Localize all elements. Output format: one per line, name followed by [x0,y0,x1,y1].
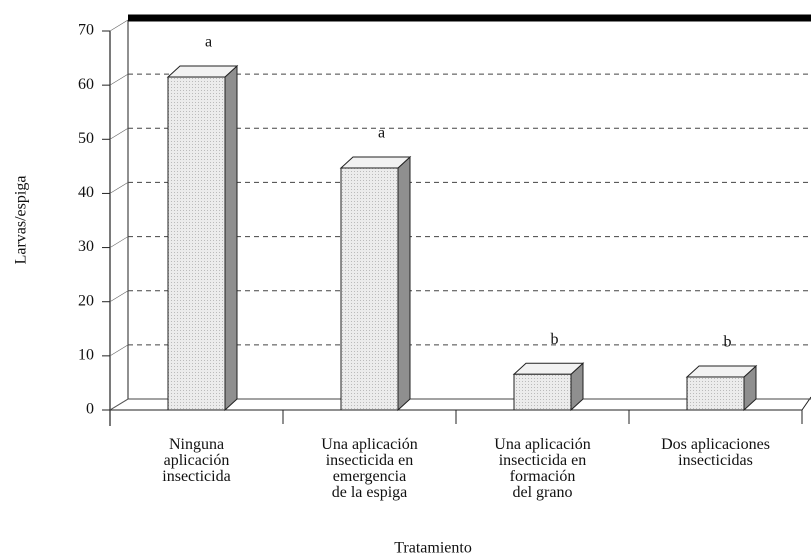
x-tick-line: emergencia [333,468,406,485]
bar-side [397,155,411,412]
back-tick [109,290,129,302]
x-tick-line: del grano [513,484,573,501]
bar-side [224,64,238,412]
y-tick-label: 60 [78,76,94,93]
back-tick [109,344,129,357]
x-axis-label: Tratamiento [394,540,472,557]
y-tick-label: 10 [78,347,94,364]
back-tick [109,236,129,248]
annotation: b [551,331,559,348]
bar-top [685,365,758,378]
back-tick [109,398,129,411]
x-tick-label: Dos aplicaciones insecticidas [661,436,770,469]
x-tick-line: insecticida en [326,452,414,469]
y-tick-label: 30 [78,238,94,255]
x-tick-line: aplicación [164,452,230,469]
bar-top [512,362,585,375]
y-tick-label: 50 [78,130,94,147]
x-tick-line: Una aplicación [321,436,417,453]
y-tick-label: 40 [78,184,94,201]
x-tick-line: de la espiga [332,484,408,501]
x-tick-label: Una aplicación insecticida en emergencia de… [321,436,417,501]
annotation: a [378,125,385,142]
back-tick [109,19,129,32]
bar [340,167,399,411]
x-tick-line: insecticidas [678,452,753,469]
annotation: b [724,334,732,351]
bar-top [166,65,239,78]
x-tick-line: Dos aplicaciones [661,436,770,453]
y-axis-label: Larvas/espiga [13,176,30,265]
back-tick [109,182,129,194]
bar [686,376,745,411]
back-tick [109,73,129,86]
x-tick-line: Ninguna [169,436,224,453]
annotation: a [205,34,212,51]
x-tick-label: Ninguna aplicación insecticida [162,436,230,485]
x-tick-line: formación [510,468,576,485]
x-tick-line: Una aplicación [494,436,590,453]
y-tick-label: 70 [78,22,94,39]
y-tick-label: 20 [78,292,94,309]
x-tick-line: insecticida en [499,452,587,469]
back-tick [109,128,129,140]
y-tick-label: 0 [86,401,94,418]
bar [513,373,572,411]
bar [167,76,226,411]
x-tick-label: Una aplicación insecticida en formación del… [494,436,590,501]
bar-top [339,156,412,169]
x-tick-line: insecticida [162,468,230,485]
